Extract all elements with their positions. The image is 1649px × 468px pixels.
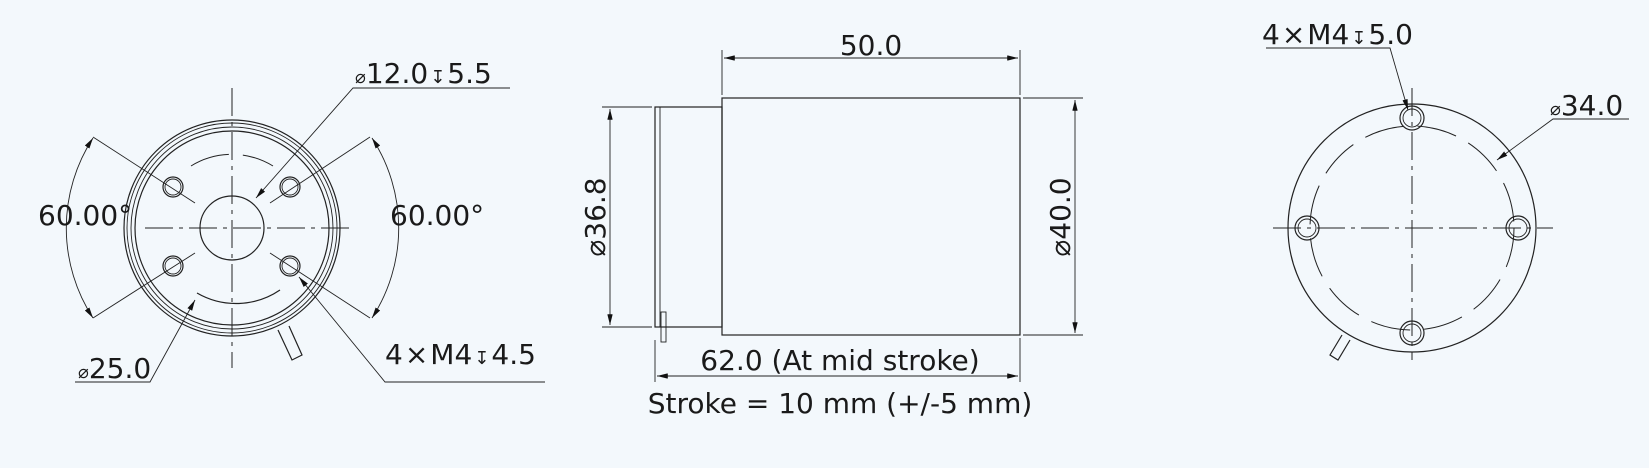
rear-bolt-circle-label: ⌀34.0 [1550, 89, 1623, 122]
body [721, 97, 1021, 336]
mounting-holes [162, 176, 301, 277]
side-view: 50.0 ⌀36.8 ⌀40.0 62.0 (At mid stroke) St… [579, 29, 1083, 420]
front-view: ⌀12.0 ↧5.5 60.00° 60.00° ⌀25.0 4×M4 ↧4.5 [38, 57, 545, 385]
angle-left-label: 60.00° [38, 199, 132, 232]
body-dia-label: ⌀40.0 [1044, 177, 1077, 256]
cable-stub [1329, 334, 1351, 361]
overall-length-label: 62.0 (At mid stroke) [700, 344, 979, 377]
length-dim-label: 50.0 [840, 29, 902, 62]
holes-dim-label: 4×M4 ↧4.5 [385, 338, 536, 371]
nose [654, 106, 723, 328]
angle-right-label: 60.00° [390, 199, 484, 232]
nose-dia-label: ⌀36.8 [579, 177, 612, 256]
stroke-note: Stroke = 10 mm (+/-5 mm) [648, 387, 1033, 420]
rear-holes-dim-label: 4×M4 ↧5.0 [1262, 18, 1413, 51]
cable-stub [277, 325, 303, 361]
hub-dim-label: ⌀12.0 ↧5.5 [355, 57, 492, 90]
bolt-circle-dim-label: ⌀25.0 [78, 352, 151, 385]
rear-view: 4×M4 ↧5.0 ⌀34.0 [1262, 18, 1629, 361]
mounting-holes [1294, 105, 1531, 346]
